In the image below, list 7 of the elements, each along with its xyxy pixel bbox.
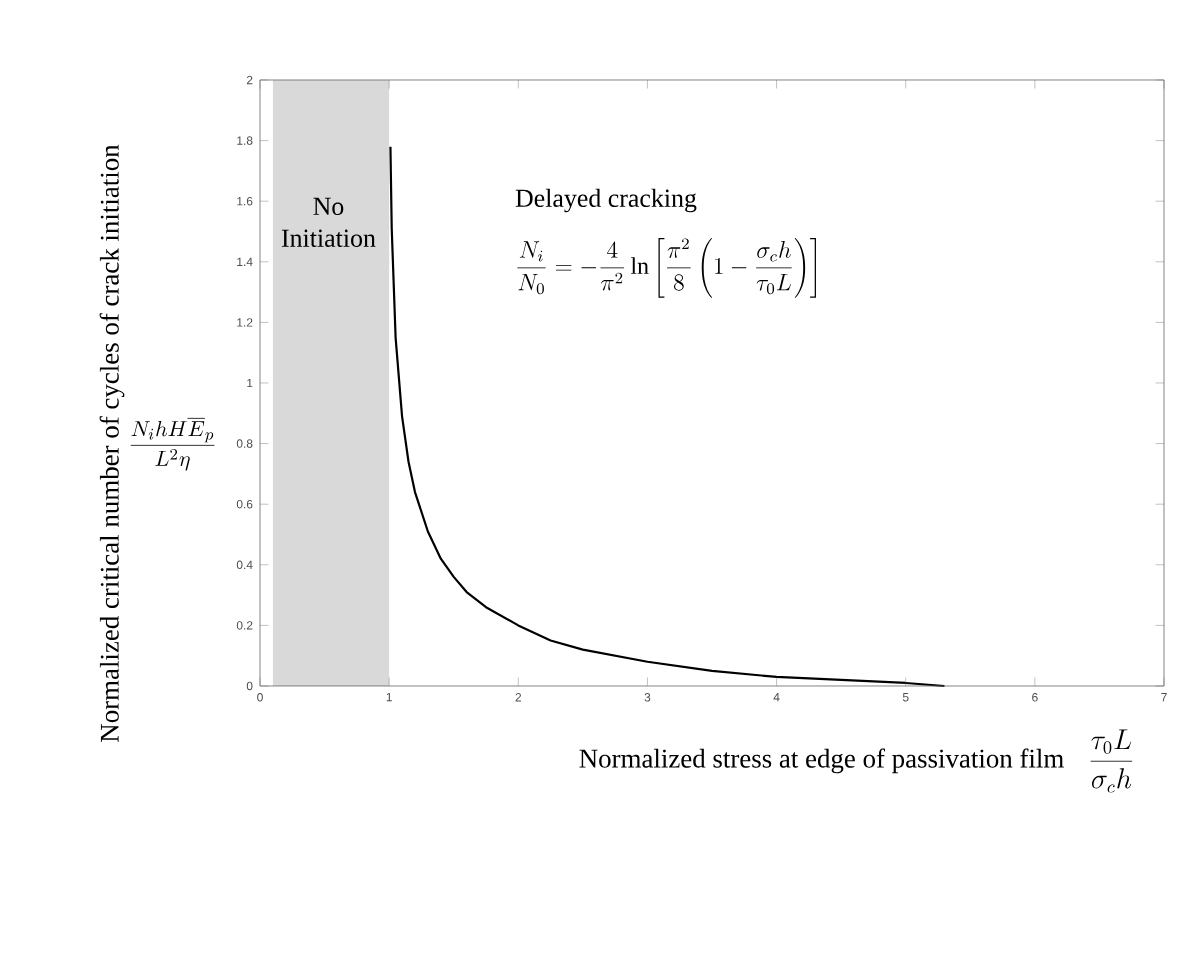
annotation: $\frac{N_i}{N_0}=-\frac{4}{\pi^2}\ln\left[\frac{\pi^2}{8}\left(1-\frac{\sigma_c h}{\tau_0 L}\right)\right]$: [517, 237, 816, 298]
band-label: No Initiation: [281, 197, 376, 247]
text: $\frac{\tau_0 L}{\sigma_c h}$: [1090, 729, 1133, 793]
annotation: Delayed cracking: [515, 188, 697, 213]
x-axis-title: Normalized stress at edge of passivation film: [579, 748, 1064, 774]
text: $\frac{N_i h H\overline{E}_p}{L^2\eta}$: [130, 418, 215, 471]
y-axis-title: Normalized critical number of cycles of crack initiation: [99, 144, 125, 742]
